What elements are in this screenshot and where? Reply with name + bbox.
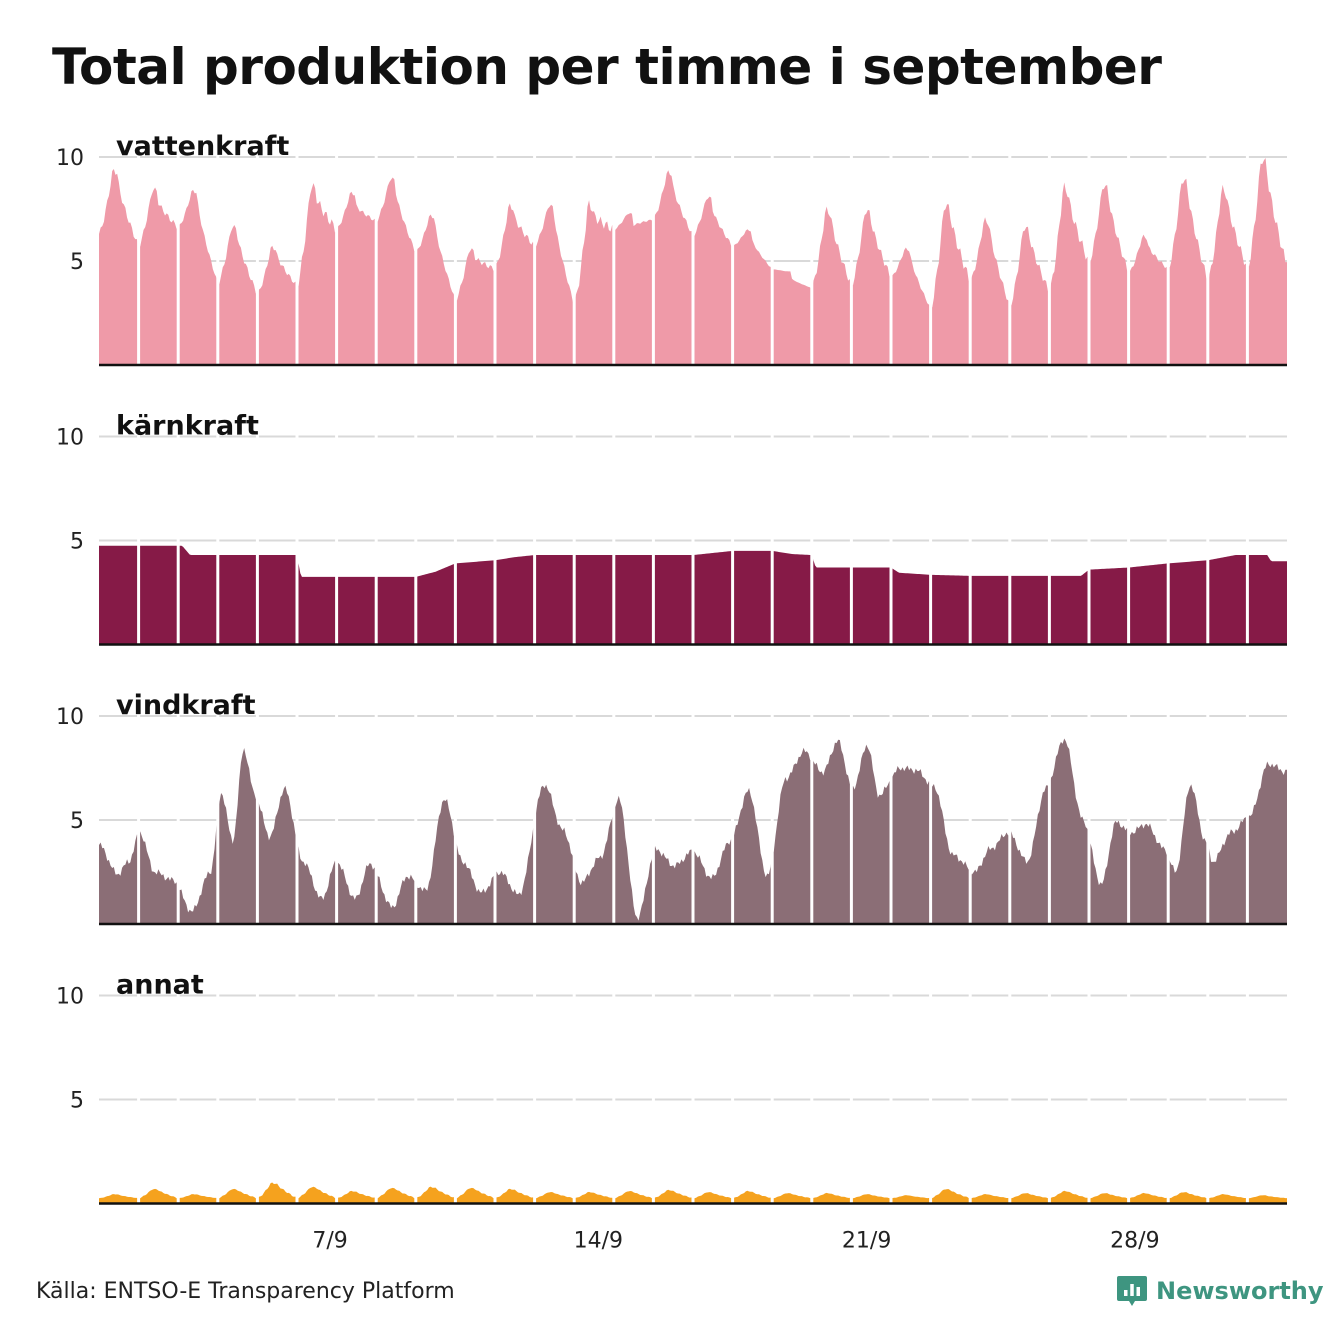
panel-annat: 5 10 annat	[56, 970, 1287, 1205]
newsworthy-logo-icon	[1117, 1276, 1147, 1306]
y-tick-label: 10	[56, 146, 84, 171]
x-tick-label: 14/9	[574, 1229, 623, 1254]
x-tick-label: 21/9	[842, 1229, 891, 1254]
chart-title: Total produktion per timme i september	[52, 38, 1162, 96]
x-tick-label: 7/9	[312, 1229, 347, 1254]
panel-vindkraft: 5 10 vindkraft	[56, 690, 1287, 926]
y-tick-label: 5	[70, 250, 84, 275]
y-tick-label: 10	[56, 426, 84, 451]
panel-vattenkraft: 5 10 vattenkraft	[56, 131, 1287, 367]
y-tick-label: 10	[56, 985, 84, 1010]
area-annat	[99, 1182, 1287, 1204]
panel-label: annat	[116, 970, 204, 1001]
brand-logo: Newsworthy	[1116, 1273, 1324, 1309]
panel-kärnkraft: 5 10 kärnkraft	[56, 411, 1287, 646]
panel-label: vattenkraft	[116, 131, 289, 162]
source-note: Källa: ENTSO-E Transparency Platform	[36, 1279, 455, 1304]
area-vindkraft	[99, 738, 1287, 924]
panel-label: kärnkraft	[116, 411, 259, 442]
y-tick-label: 5	[70, 809, 84, 834]
x-tick-label: 28/9	[1110, 1229, 1159, 1254]
y-tick-label: 10	[56, 705, 84, 730]
y-tick-label: 5	[70, 530, 84, 555]
brand-name: Newsworthy	[1156, 1277, 1324, 1305]
y-tick-label: 5	[70, 1089, 84, 1114]
panel-label: vindkraft	[116, 690, 256, 721]
